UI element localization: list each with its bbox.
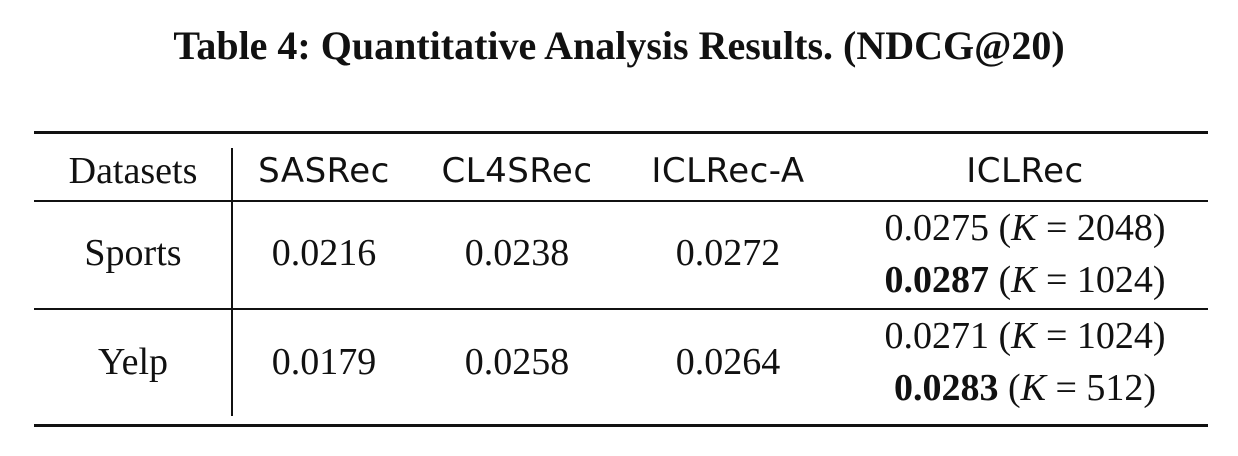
k-value: 1024	[1076, 315, 1153, 357]
row-yelp-dataset: Yelp	[97, 341, 169, 383]
header-iclrec: ICLRec	[966, 151, 1084, 191]
k-symbol: K	[1011, 207, 1037, 249]
header-datasets: Datasets	[68, 150, 198, 192]
row-separator-rule	[34, 308, 1208, 310]
iclrec-value: 0.0271	[884, 315, 989, 357]
table-caption: Table 4: Quantitative Analysis Results. …	[173, 23, 1065, 68]
header-cl4srec: CL4SRec	[441, 151, 593, 191]
k-symbol: K	[1011, 315, 1037, 357]
k-symbol: K	[1020, 367, 1046, 409]
header-sasrec: SASRec	[258, 151, 390, 191]
row-yelp-iclrec-a: 0.0264	[675, 341, 781, 383]
iclrec-best-value: 0.0283	[893, 367, 999, 409]
header-separator-rule	[34, 200, 1208, 202]
header-iclrec-a: ICLRec-A	[651, 151, 805, 191]
row-yelp-iclrec-line-1: 0.0271 (K = 1024)	[884, 315, 1166, 357]
row-sports-sasrec: 0.0216	[271, 232, 377, 274]
row-yelp-sasrec: 0.0179	[271, 341, 377, 383]
k-value: 2048	[1076, 207, 1153, 249]
equals-sign: =	[1055, 367, 1077, 409]
table-bottom-rule	[34, 424, 1208, 427]
equals-sign: =	[1045, 315, 1068, 357]
row-sports-cl4srec: 0.0238	[464, 232, 570, 274]
iclrec-value: 0.0275	[884, 207, 989, 249]
row-sports-iclrec-line-2: 0.0287 (K = 1024)	[884, 259, 1166, 301]
row-yelp-cl4srec: 0.0258	[464, 341, 570, 383]
row-sports-dataset: Sports	[84, 232, 182, 274]
k-value: 512	[1086, 367, 1144, 409]
equals-sign: =	[1045, 207, 1068, 249]
table-top-rule	[34, 131, 1208, 134]
row-yelp-iclrec-line-2: 0.0283 (K = 512)	[893, 367, 1157, 409]
k-value: 1024	[1076, 259, 1153, 301]
equals-sign: =	[1045, 259, 1068, 301]
row-sports-iclrec-a: 0.0272	[675, 232, 781, 274]
column-separator-line	[231, 148, 233, 416]
row-sports-iclrec-line-1: 0.0275 (K = 2048)	[884, 207, 1166, 249]
iclrec-best-value: 0.0287	[884, 259, 989, 301]
k-symbol: K	[1011, 259, 1037, 301]
